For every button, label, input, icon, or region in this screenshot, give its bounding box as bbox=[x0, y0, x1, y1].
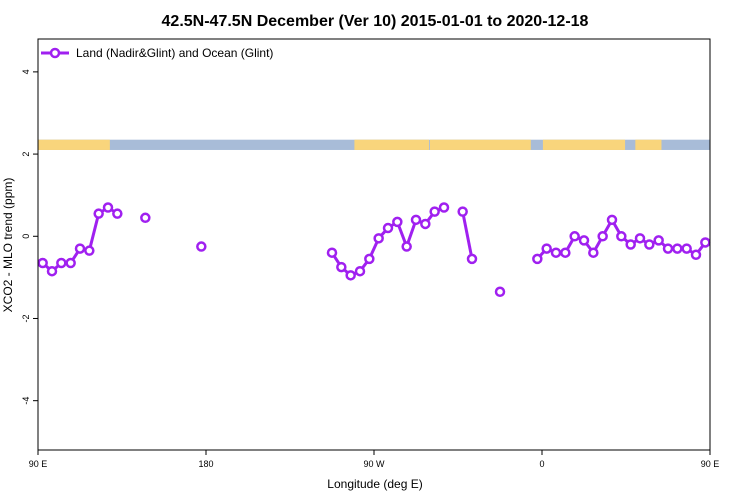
x-tick-label: 180 bbox=[198, 459, 213, 469]
land-segment bbox=[354, 139, 430, 150]
chart-title: 42.5N-47.5N December (Ver 10) 2015-01-01… bbox=[162, 13, 589, 30]
data-point bbox=[196, 241, 207, 252]
x-tick-label: 0 bbox=[539, 459, 544, 469]
land-ocean-bar bbox=[38, 139, 710, 150]
x-axis-label: Longitude (deg E) bbox=[327, 477, 422, 491]
series-group bbox=[37, 202, 711, 298]
series-line bbox=[330, 206, 445, 277]
y-tick-label: 4 bbox=[21, 69, 31, 74]
legend-marker bbox=[49, 47, 61, 59]
y-axis: -4 -2 0 2 4 bbox=[21, 69, 38, 405]
x-tick-label: 90 W bbox=[363, 459, 385, 469]
data-point bbox=[65, 257, 76, 269]
data-point bbox=[93, 208, 104, 219]
data-point bbox=[438, 202, 450, 213]
data-point bbox=[336, 261, 347, 273]
data-point bbox=[326, 247, 338, 258]
data-point bbox=[392, 216, 403, 228]
y-tick-label: -2 bbox=[21, 314, 31, 322]
x-tick-label: 90 E bbox=[701, 459, 720, 469]
legend: Land (Nadir&Glint) and Ocean (Glint) bbox=[41, 46, 273, 60]
data-point bbox=[140, 212, 151, 224]
x-tick-label: 90 E bbox=[29, 459, 48, 469]
data-point bbox=[56, 257, 67, 269]
data-point bbox=[606, 214, 618, 226]
plot-frame bbox=[37, 38, 711, 451]
data-point bbox=[690, 249, 702, 261]
legend-label: Land (Nadir&Glint) and Ocean (Glint) bbox=[76, 46, 273, 60]
data-point bbox=[625, 239, 636, 250]
data-point bbox=[354, 265, 366, 277]
data-point bbox=[700, 237, 711, 248]
data-point bbox=[597, 231, 608, 242]
data-point bbox=[457, 206, 468, 217]
land-segments bbox=[38, 139, 662, 150]
data-point bbox=[102, 202, 114, 213]
series-line bbox=[41, 206, 119, 273]
series-line bbox=[461, 211, 474, 260]
y-tick-label: -4 bbox=[21, 397, 31, 405]
data-point bbox=[112, 208, 123, 219]
data-point bbox=[681, 243, 692, 254]
data-point bbox=[662, 243, 674, 254]
data-point bbox=[410, 214, 422, 226]
data-point bbox=[382, 222, 394, 234]
data-point bbox=[578, 235, 590, 246]
data-point bbox=[672, 243, 683, 254]
land-segment bbox=[38, 139, 110, 150]
data-point bbox=[420, 218, 431, 230]
data-point bbox=[653, 235, 664, 246]
data-point bbox=[494, 286, 506, 298]
data-point bbox=[644, 239, 655, 250]
x-axis: 90 E 180 90 W 0 90 E bbox=[29, 450, 720, 469]
data-point bbox=[550, 247, 562, 258]
data-point bbox=[466, 253, 478, 265]
data-point bbox=[588, 247, 599, 258]
y-tick-label: 2 bbox=[21, 152, 31, 157]
data-point bbox=[569, 231, 580, 242]
data-point bbox=[373, 233, 384, 244]
land-segment bbox=[542, 139, 626, 150]
land-segment bbox=[430, 139, 531, 150]
data-point bbox=[541, 243, 552, 254]
data-point bbox=[364, 253, 375, 265]
data-point bbox=[634, 233, 646, 244]
data-point bbox=[616, 231, 627, 242]
data-point bbox=[401, 241, 412, 252]
land-segment bbox=[635, 139, 662, 150]
data-point bbox=[345, 270, 356, 281]
data-point bbox=[560, 247, 571, 258]
y-tick-label: 0 bbox=[21, 234, 31, 239]
data-point bbox=[532, 253, 543, 265]
data-point bbox=[46, 265, 58, 277]
data-point bbox=[74, 243, 86, 254]
y-axis-label: XCO2 - MLO trend (ppm) bbox=[1, 178, 15, 313]
data-point bbox=[429, 206, 440, 217]
data-point bbox=[84, 245, 95, 256]
data-point bbox=[37, 257, 48, 269]
